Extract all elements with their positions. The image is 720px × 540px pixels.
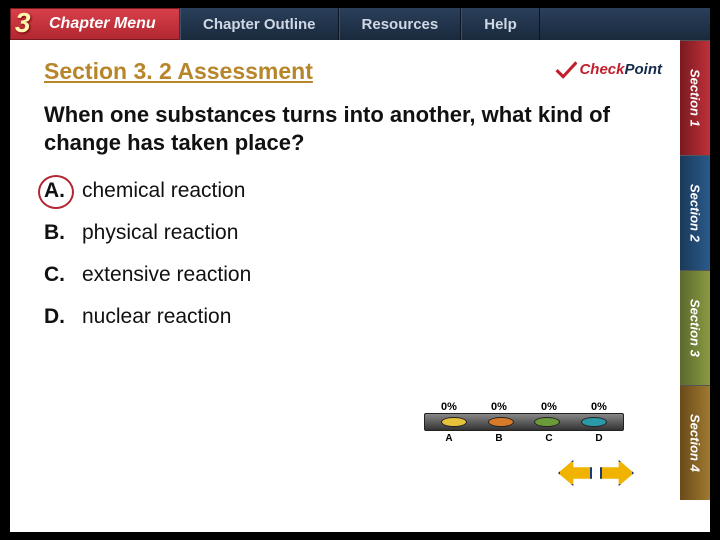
slide-content: Section 3. 2 Assessment CheckPoint When … (10, 40, 680, 500)
checkmark-icon (555, 58, 577, 80)
chapter-number: 3 (15, 7, 31, 39)
top-nav: 3 Chapter Menu Chapter Outline Resources… (10, 8, 710, 40)
sidetab-section-3[interactable]: Section 3 (680, 270, 710, 385)
answer-b[interactable]: B. physical reaction (44, 212, 650, 254)
poll-label-d: D (586, 433, 612, 444)
chapter-menu-label: Chapter Menu (49, 15, 156, 33)
answer-d[interactable]: D. nuclear reaction (44, 296, 650, 338)
answer-text: nuclear reaction (82, 305, 231, 329)
sidetab-section-4[interactable]: Section 4 (680, 385, 710, 500)
answer-c[interactable]: C. extensive reaction (44, 254, 650, 296)
nav-arrows (558, 460, 634, 486)
answer-a[interactable]: A. chemical reaction (44, 170, 650, 212)
checkpoint-point: Point (625, 61, 663, 78)
answer-label: C. (44, 263, 72, 287)
answer-text: physical reaction (82, 221, 238, 245)
prev-arrow-icon[interactable] (558, 460, 592, 486)
chapter-menu-button[interactable]: 3 Chapter Menu (10, 8, 180, 40)
poll-slot-b (488, 417, 514, 427)
nav-chapter-outline[interactable]: Chapter Outline (180, 8, 339, 40)
sidetab-section-2[interactable]: Section 2 (680, 155, 710, 270)
answer-label: B. (44, 221, 72, 245)
question-text: When one substances turns into another, … (10, 95, 680, 168)
poll-label-b: B (486, 433, 512, 444)
poll-labels: A B C D (424, 433, 624, 444)
poll-label-a: A (436, 433, 462, 444)
slide-frame: 3 Chapter Menu Chapter Outline Resources… (10, 8, 710, 532)
poll-label-c: C (536, 433, 562, 444)
answer-list: A. chemical reaction B. physical reactio… (10, 168, 680, 338)
side-gap-decoration (656, 130, 680, 160)
side-tabs: Section 1 Section 2 Section 3 Section 4 (680, 40, 710, 500)
answer-label: A. (44, 179, 72, 203)
sidetab-section-1[interactable]: Section 1 (680, 40, 710, 155)
poll-pct-d: 0% (579, 401, 619, 413)
poll-slot-d (581, 417, 607, 427)
answer-text: chemical reaction (82, 179, 245, 203)
poll-slot-c (534, 417, 560, 427)
poll-slot-a (441, 417, 467, 427)
nav-resources[interactable]: Resources (339, 8, 462, 40)
next-arrow-icon[interactable] (600, 460, 634, 486)
poll-pct-c: 0% (529, 401, 569, 413)
checkpoint-badge: CheckPoint (555, 58, 662, 80)
checkpoint-check: Check (579, 61, 624, 78)
nav-help[interactable]: Help (461, 8, 540, 40)
answer-text: extensive reaction (82, 263, 251, 287)
answer-label: D. (44, 305, 72, 329)
poll-plate (424, 413, 624, 431)
response-poll: 0% 0% 0% 0% A B C D (424, 399, 624, 444)
poll-pct-a: 0% (429, 401, 469, 413)
poll-pct-b: 0% (479, 401, 519, 413)
